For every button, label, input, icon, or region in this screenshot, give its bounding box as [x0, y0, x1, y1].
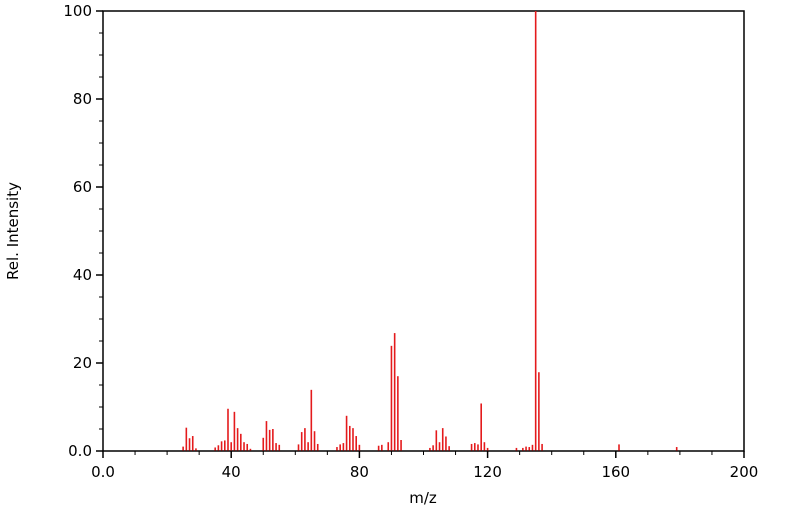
y-tick-label: 40	[73, 266, 92, 284]
axis-ticks	[96, 10, 745, 458]
x-axis-label: m/z	[409, 489, 437, 507]
x-tick-label: 80	[350, 463, 369, 481]
y-tick-label: 20	[73, 354, 92, 372]
x-tick-label: 160	[601, 463, 630, 481]
y-tick-label: 100	[63, 2, 92, 20]
x-tick-label: 120	[473, 463, 502, 481]
y-tick-label: 0.0	[68, 442, 92, 460]
plot-frame	[102, 10, 745, 452]
spectrum-peaks	[182, 11, 678, 451]
x-tick-label: 0.0	[91, 463, 115, 481]
x-tick-label: 200	[730, 463, 759, 481]
y-tick-label: 80	[73, 90, 92, 108]
axis-tick-labels: 0.0 40 80 120 160 200 0.0 20 40 60 80 100	[63, 2, 758, 481]
x-tick-label: 40	[222, 463, 241, 481]
y-tick-label: 60	[73, 178, 92, 196]
y-axis-label: Rel. Intensity	[4, 182, 22, 280]
